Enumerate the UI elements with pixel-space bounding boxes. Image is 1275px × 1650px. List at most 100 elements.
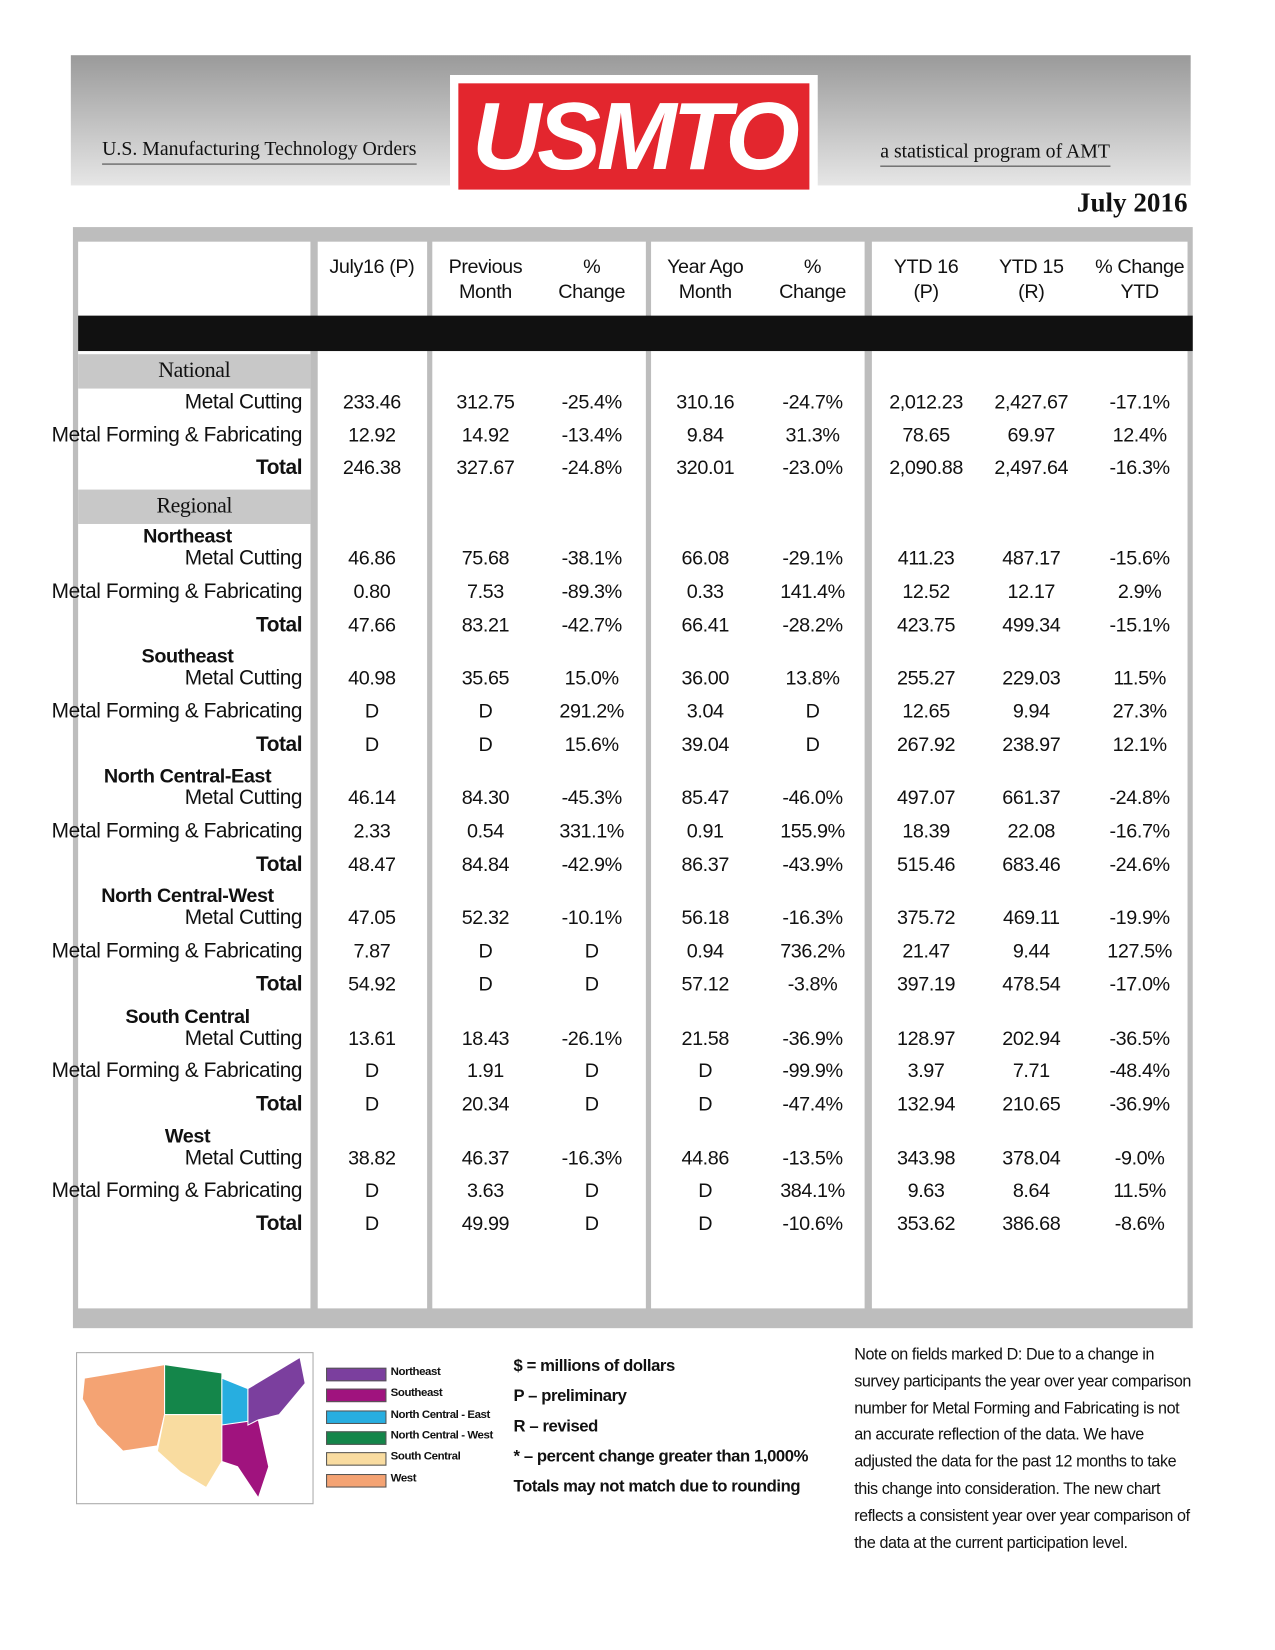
cell-value: 267.92 xyxy=(897,733,956,756)
cell-value: -36.9% xyxy=(1109,1093,1171,1116)
legend-label: West xyxy=(390,1471,417,1484)
section-title-bg xyxy=(78,489,311,525)
cell-value: 499.34 xyxy=(1002,614,1061,636)
note: $ = millions of dollars xyxy=(513,1357,676,1376)
cell-value: 18.39 xyxy=(902,820,950,843)
cell-value: 2,427.67 xyxy=(994,391,1069,414)
cell-value: 155.9% xyxy=(780,820,845,843)
cell-value: 202.94 xyxy=(1002,1027,1061,1050)
cell-value: 210.65 xyxy=(1002,1093,1061,1116)
cell-value: -15.6% xyxy=(1109,548,1171,570)
cell-value: 378.04 xyxy=(1002,1147,1061,1170)
legend-swatch xyxy=(326,1410,387,1424)
cell-value: 22.08 xyxy=(1007,820,1056,843)
row-label: Metal Forming & Fabricating xyxy=(51,1179,303,1203)
legend-swatch xyxy=(326,1388,387,1403)
legend-label: Northeast xyxy=(390,1365,441,1379)
cell-value: 46.14 xyxy=(348,787,396,810)
column-header: YTD 15 xyxy=(998,256,1064,279)
cell-value: 132.94 xyxy=(897,1093,956,1116)
cell-value: 31.3% xyxy=(785,424,840,447)
cell-value: -13.4% xyxy=(561,424,623,447)
cell-value: 13.61 xyxy=(348,1027,396,1050)
cell-value: 75.68 xyxy=(461,548,510,570)
cell-value: -46.0% xyxy=(782,787,843,810)
cell-value: 9.84 xyxy=(686,424,724,447)
cell-value: 0.54 xyxy=(466,820,504,843)
group-name: Northeast xyxy=(143,526,232,549)
cell-value: D xyxy=(698,1093,713,1116)
cell-value: -42.9% xyxy=(561,853,623,876)
cell-value: D xyxy=(805,700,820,723)
cell-value: 54.92 xyxy=(348,973,396,996)
cell-value: 661.37 xyxy=(1002,787,1061,810)
cell-value: 7.53 xyxy=(466,581,504,603)
cell-value: -25.4% xyxy=(561,391,623,414)
note: P – preliminary xyxy=(513,1387,627,1406)
cell-value: 3.04 xyxy=(686,700,724,723)
row-label: Metal Forming & Fabricating xyxy=(51,939,303,963)
cell-value: 2,090.88 xyxy=(889,457,963,480)
group-name: North Central-West xyxy=(101,885,274,908)
cell-value: 15.6% xyxy=(564,733,619,756)
column-header: % Change xyxy=(1095,256,1185,279)
column-panel xyxy=(871,241,1188,1309)
cell-value: -24.6% xyxy=(1109,853,1171,876)
cell-value: -99.9% xyxy=(782,1060,843,1083)
cell-value: D xyxy=(698,1213,713,1236)
cell-value: D xyxy=(364,733,379,756)
cell-value: -42.7% xyxy=(561,614,623,636)
cell-value: 0.91 xyxy=(686,820,724,843)
cell-value: D xyxy=(698,1060,713,1083)
cell-value: 12.17 xyxy=(1007,581,1056,603)
cell-value: -29.1% xyxy=(782,548,843,570)
cell-value: 52.32 xyxy=(461,907,510,930)
cell-value: D xyxy=(584,973,599,996)
cell-value: D xyxy=(364,1093,379,1116)
cell-value: -16.3% xyxy=(561,1147,623,1170)
cell-value: -23.0% xyxy=(782,457,843,480)
column-panel xyxy=(651,241,865,1309)
cell-value: D xyxy=(364,1180,379,1203)
section-title-bg xyxy=(78,354,311,389)
cell-value: 15.0% xyxy=(564,667,619,690)
cell-value: 44.86 xyxy=(681,1147,729,1170)
cell-value: -26.1% xyxy=(561,1027,623,1050)
cell-value: 497.07 xyxy=(897,787,956,810)
report-date: July 2016 xyxy=(1076,187,1188,218)
cell-value: 384.1% xyxy=(780,1180,845,1203)
cell-value: 86.37 xyxy=(681,853,729,876)
cell-value: D xyxy=(584,1213,599,1236)
cell-value: 141.4% xyxy=(780,581,845,603)
cell-value: 47.66 xyxy=(348,614,396,636)
cell-value: 0.33 xyxy=(686,581,724,603)
cell-value: 66.08 xyxy=(681,548,729,570)
row-label: Metal Cutting xyxy=(184,666,303,690)
cell-value: 27.3% xyxy=(1112,700,1167,723)
row-label: Metal Cutting xyxy=(184,906,303,930)
cell-value: 375.72 xyxy=(897,907,956,930)
cell-value: 312.75 xyxy=(456,391,515,414)
note-paragraph: Note on fields marked D: Due to a change… xyxy=(854,1345,1191,1552)
cell-value: 411.23 xyxy=(897,548,955,570)
cell-value: 11.5% xyxy=(1113,667,1166,690)
cell-value: 40.98 xyxy=(348,667,396,690)
logo: USMTO xyxy=(458,83,810,190)
column-header: % xyxy=(583,256,601,279)
cell-value: 7.71 xyxy=(1012,1060,1050,1083)
cell-value: 683.46 xyxy=(1002,853,1061,876)
cell-value: -3.8% xyxy=(787,973,838,996)
cell-value: -43.9% xyxy=(782,853,843,876)
group-name: South Central xyxy=(125,1005,250,1028)
cell-value: 13.8% xyxy=(785,667,840,690)
cell-value: 84.30 xyxy=(461,787,510,810)
note: * – percent change greater than 1,000% xyxy=(513,1447,809,1466)
cell-value: 246.38 xyxy=(342,457,401,480)
cell-value: 233.46 xyxy=(342,391,401,414)
column-panel xyxy=(432,241,646,1309)
cell-value: 736.2% xyxy=(780,940,845,963)
cell-value: 229.03 xyxy=(1002,667,1061,690)
cell-value: 3.97 xyxy=(907,1060,945,1083)
column-header: Year Ago xyxy=(667,256,744,279)
cell-value: 2.33 xyxy=(353,820,391,843)
